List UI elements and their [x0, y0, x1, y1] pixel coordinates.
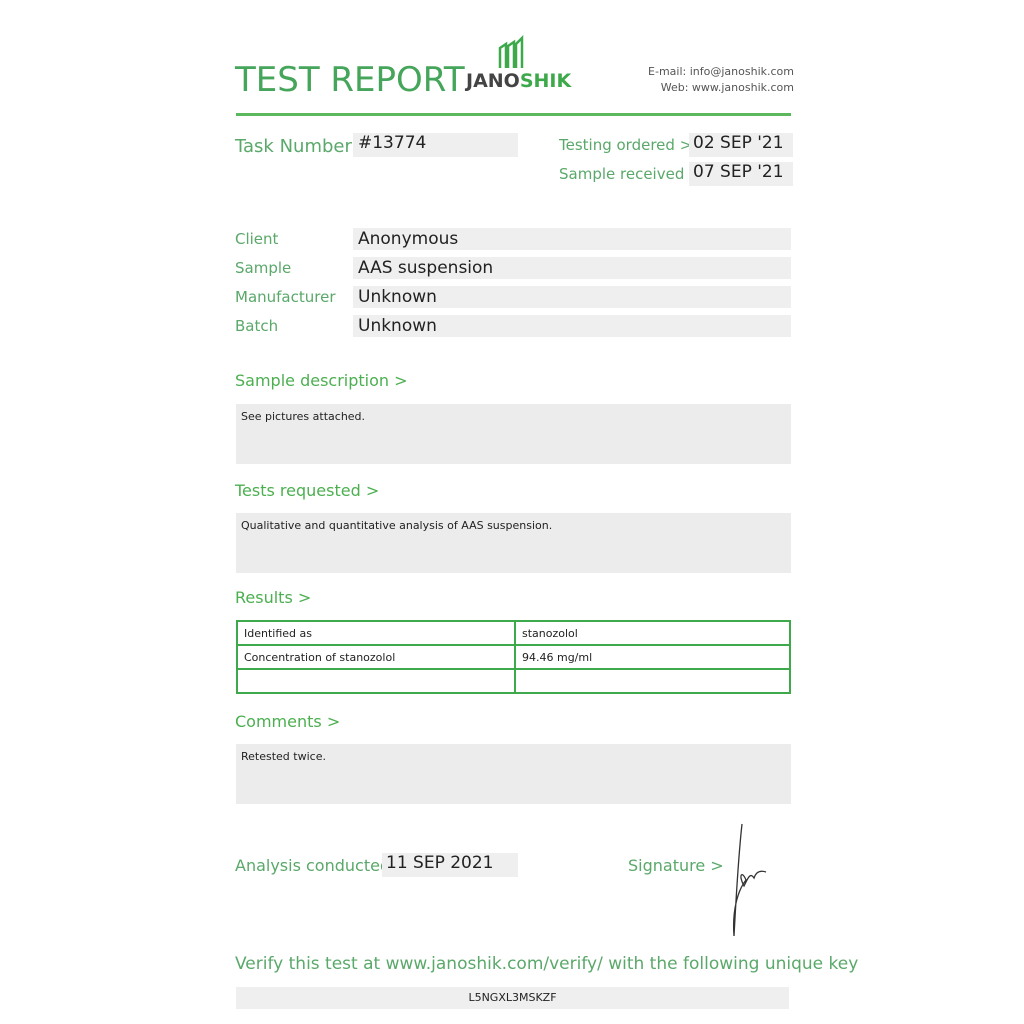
result-value: stanozolol — [514, 620, 791, 646]
result-value: 94.46 mg/ml — [514, 644, 791, 670]
web: Web: www.janoshik.com — [660, 81, 794, 94]
logo-buildings-icon — [498, 34, 524, 68]
results-table: Identified as stanozolol Concentration of… — [236, 620, 791, 694]
task-number-value: #13774 — [353, 133, 518, 157]
sample-value: AAS suspension — [353, 256, 791, 279]
signature-label: Signature > — [628, 856, 724, 875]
logo-text-b: SHIK — [519, 70, 572, 92]
verify-text: Verify this test at www.janoshik.com/ver… — [235, 954, 859, 974]
result-key: Concentration of stanozolol — [236, 644, 516, 670]
client-label: Client — [235, 229, 279, 248]
batch-label: Batch — [235, 316, 279, 335]
sample-received-value: 07 SEP '21 — [689, 162, 793, 186]
email: E-mail: info@janoshik.com — [648, 65, 794, 78]
table-row: Identified as stanozolol — [236, 620, 791, 646]
table-row — [236, 668, 791, 694]
header-divider — [236, 113, 791, 116]
tests-requested-text: Qualitative and quantitative analysis of… — [236, 513, 791, 573]
sample-description-text: See pictures attached. — [236, 404, 791, 464]
report-title: TEST REPORT — [235, 60, 465, 100]
results-label: Results > — [235, 588, 312, 607]
client-value: Anonymous — [353, 227, 791, 250]
manufacturer-value: Unknown — [353, 285, 791, 308]
comments-text: Retested twice. — [236, 744, 791, 804]
sample-description-label: Sample description > — [235, 371, 408, 390]
result-key: Identified as — [236, 620, 516, 646]
batch-value: Unknown — [353, 314, 791, 337]
table-row: Concentration of stanozolol 94.46 mg/ml — [236, 644, 791, 670]
manufacturer-label: Manufacturer — [235, 287, 336, 306]
logo-text-a: JANO — [466, 70, 520, 92]
janoshik-logo: JANOSHIK — [466, 34, 571, 92]
analysis-conducted-label: Analysis conducted > — [235, 856, 409, 875]
comments-label: Comments > — [235, 712, 341, 731]
verify-key: L5NGXL3MSKZF — [236, 987, 789, 1009]
info-list: Client Anonymous Sample AAS suspension Man… — [235, 224, 791, 340]
analysis-date: 11 SEP 2021 — [382, 853, 518, 877]
tests-requested-label: Tests requested > — [235, 481, 380, 500]
signature-image — [732, 823, 767, 937]
testing-ordered-label: Testing ordered > — [559, 136, 693, 154]
sample-received-label: Sample received > — [559, 165, 702, 183]
result-key — [236, 668, 516, 694]
task-number-label: Task Number — [235, 136, 352, 157]
testing-ordered-value: 02 SEP '21 — [689, 133, 793, 157]
result-value — [514, 668, 791, 694]
sample-label: Sample — [235, 258, 292, 277]
